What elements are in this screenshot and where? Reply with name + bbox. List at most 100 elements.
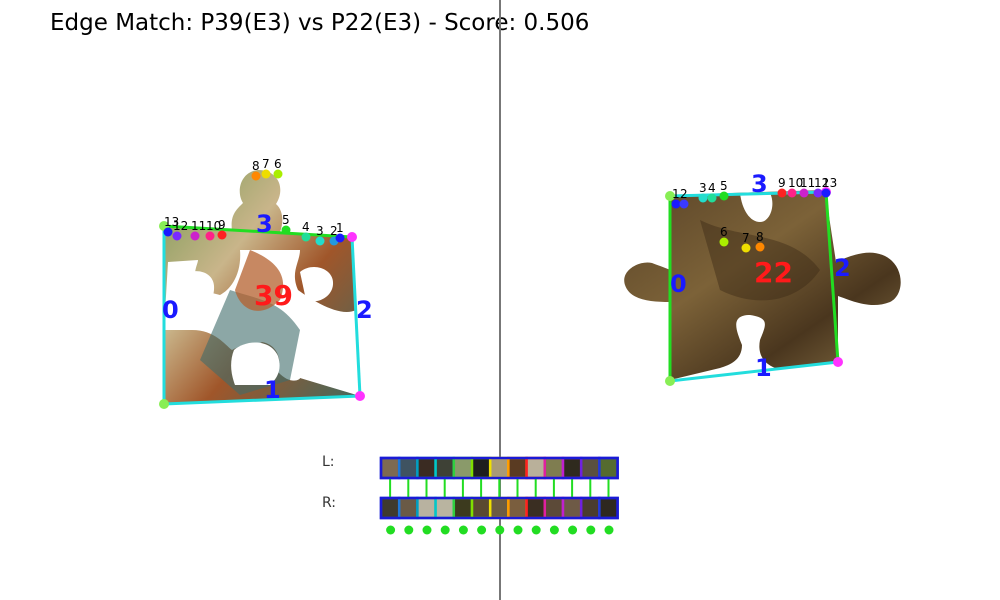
right-edge-label-2: 2: [834, 254, 851, 282]
right-sample-point-label: 1: [672, 187, 680, 201]
strip-match-dot: [440, 525, 450, 535]
strip-match-dot: [495, 525, 505, 535]
strip-left-cell: [507, 456, 528, 480]
left-sample-point-label: 5: [282, 213, 290, 227]
right-sample-point: [707, 193, 717, 203]
strip-match-dot: [549, 525, 559, 535]
strip-right-cell: [416, 496, 437, 520]
left-corner-bl: [159, 399, 169, 409]
strip-left-cell: [434, 456, 456, 480]
strip-match-dot: [422, 525, 432, 535]
right-sample-point: [671, 199, 681, 209]
right-sample-point: [719, 191, 729, 201]
strip-left-cell: [561, 456, 583, 480]
strip-right-cell: [561, 496, 583, 520]
left-edge-3: [163, 224, 353, 239]
left-edge-label-3: 3: [256, 210, 273, 238]
left-sample-point: [315, 236, 325, 246]
left-edge-label-2: 2: [356, 296, 373, 324]
strip-match-dot: [404, 525, 414, 535]
strip-left-cell: [543, 456, 565, 480]
right-edge-label-1: 1: [755, 354, 772, 382]
right-piece-image: [624, 190, 901, 380]
strip-right-cell: [543, 496, 565, 520]
right-sample-point-label: 8: [756, 230, 764, 244]
left-sample-point: [190, 231, 200, 241]
strip-match-dot: [386, 525, 396, 535]
right-sample-point: [777, 188, 787, 198]
right-edge-1: [669, 360, 839, 383]
left-piece-id: 39: [254, 279, 293, 312]
strip-right-cell: [397, 496, 419, 520]
right-piece-accent: [700, 220, 820, 301]
left-sample-point-label: 7: [262, 157, 270, 171]
left-sample-point: [281, 225, 291, 235]
left-sample-point: [163, 227, 173, 237]
left-sample-point-label: 12: [173, 219, 188, 233]
right-edge-label-3: 3: [751, 170, 768, 198]
right-piece-id: 22: [754, 256, 793, 289]
left-sample-point-label: 9: [218, 218, 226, 232]
strip-right-label: R:: [322, 495, 336, 511]
left-edge-label-0: 0: [162, 296, 179, 324]
strip-left-cell: [579, 456, 601, 480]
right-edge-label-0: 0: [670, 270, 687, 298]
strip-left-label: L:: [322, 454, 335, 470]
right-sample-point-label: 13: [822, 176, 837, 190]
left-sample-point: [172, 231, 182, 241]
right-sample-point-label: 6: [720, 225, 728, 239]
strip-left-cell: [598, 456, 619, 480]
right-sample-point-label: 10: [788, 176, 803, 190]
left-sample-point-label: 10: [206, 219, 221, 233]
strip-left-frame: [379, 456, 619, 480]
strip-right-cell: [507, 496, 528, 520]
right-corner-bl: [665, 376, 675, 386]
right-sample-point-label: 5: [720, 179, 728, 193]
strip-right-cell: [470, 496, 492, 520]
left-sample-point: [335, 233, 345, 243]
left-sample-point-label: 13: [164, 215, 179, 229]
right-sample-point-label: 4: [708, 181, 716, 195]
right-sample-point: [679, 199, 689, 209]
strip-match-dot: [458, 525, 468, 535]
left-sample-point: [261, 169, 271, 179]
left-sample-point-label: 1: [336, 221, 344, 235]
strip-match-dot: [531, 525, 541, 535]
strip-match-dot: [477, 525, 487, 535]
strip-match-dot: [568, 525, 578, 535]
right-sample-point: [821, 188, 831, 198]
left-sample-point-label: 11: [191, 219, 206, 233]
strip-match-dot: [586, 525, 596, 535]
left-piece-hole-bottom: [231, 342, 280, 385]
right-sample-point-label: 11: [800, 176, 815, 190]
left-sample-point: [273, 169, 283, 179]
strip-match-dot: [513, 525, 523, 535]
left-corner-tr: [347, 232, 357, 242]
left-sample-point-label: 4: [302, 220, 310, 234]
page-title: Edge Match: P39(E3) vs P22(E3) - Score: …: [50, 10, 589, 36]
strip-right-cell: [598, 496, 619, 520]
left-sample-point: [217, 230, 227, 240]
strip-left-cell: [379, 456, 401, 480]
strip-left-cell: [488, 456, 510, 480]
strip-right-cell: [379, 496, 401, 520]
left-edge-1: [163, 394, 361, 406]
right-sample-point-label: 3: [699, 181, 707, 195]
left-sample-point-label: 6: [274, 157, 282, 171]
right-piece-hole-top: [740, 193, 773, 222]
right-sample-point: [755, 242, 765, 252]
strip-right-cell: [525, 496, 547, 520]
left-sample-point: [301, 232, 311, 242]
strip-right-frame: [379, 496, 619, 520]
right-sample-point-label: 2: [680, 187, 688, 201]
strip-right-cell: [434, 496, 456, 520]
strip-match-dot: [604, 525, 614, 535]
left-piece-hole-left2: [180, 271, 215, 312]
strip-right-cell: [452, 496, 474, 520]
strip-cells: [379, 456, 619, 535]
strip-right-cell: [579, 496, 601, 520]
strip-left-cell: [416, 456, 437, 480]
